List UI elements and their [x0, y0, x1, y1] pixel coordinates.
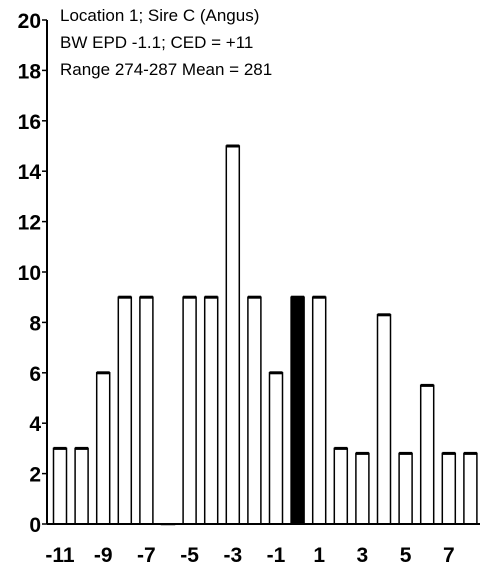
bar--1 — [268, 372, 284, 525]
y-tick-label-8: 8 — [29, 312, 41, 335]
bar--7 — [139, 296, 154, 525]
bar--2 — [247, 296, 262, 525]
y-tick-label-4: 4 — [29, 413, 41, 436]
bars-group — [52, 144, 478, 526]
annotation-line-3: Range 274-287 Mean = 281 — [60, 60, 272, 79]
y-tick-label-20: 20 — [18, 10, 41, 33]
x-tick-label--11: -11 — [45, 544, 75, 567]
bar--3 — [225, 145, 241, 525]
bar-7 — [441, 452, 457, 525]
x-tick-label--3: -3 — [223, 544, 242, 567]
bar--9 — [95, 372, 111, 525]
y-tick-label-12: 12 — [18, 212, 41, 235]
x-tick-label-7: 7 — [443, 544, 455, 567]
bar-3 — [355, 452, 370, 525]
y-tick-label-6: 6 — [29, 363, 41, 386]
x-tick-label--5: -5 — [180, 544, 199, 567]
y-tick-label-18: 18 — [18, 60, 42, 83]
bar--11 — [52, 447, 68, 525]
bar--5 — [182, 296, 197, 525]
x-tick-label-5: 5 — [400, 544, 412, 567]
y-tick-label-0: 0 — [29, 514, 41, 537]
bar-6 — [419, 384, 435, 525]
bar--10 — [74, 447, 89, 525]
annotation-line-2: BW EPD -1.1; CED = +11 — [60, 33, 253, 52]
y-tick-label-16: 16 — [18, 111, 41, 134]
bar-2 — [333, 447, 349, 525]
bar-5 — [398, 452, 413, 525]
bar--4 — [203, 296, 219, 525]
y-tick-label-14: 14 — [18, 161, 42, 184]
bar-0 — [290, 296, 305, 525]
y-ticks-group: 0 2 4 6 8 10 12 14 16 18 20 — [18, 10, 47, 537]
y-tick-label-2: 2 — [29, 464, 41, 487]
annotation-line-1: Location 1; Sire C (Angus) — [60, 6, 259, 25]
axes-group — [46, 20, 480, 525]
x-tick-label--9: -9 — [94, 544, 113, 567]
x-tick-label-1: 1 — [313, 544, 325, 567]
x-ticks-group: -11 -9 -7 -5 -3 -1 1 3 5 7 — [45, 544, 454, 567]
bar-1 — [311, 296, 327, 525]
x-tick-label--1: -1 — [267, 544, 286, 567]
bar-8 — [463, 452, 478, 525]
bar--8 — [117, 296, 133, 525]
x-tick-label-3: 3 — [357, 544, 369, 567]
x-tick-label--7: -7 — [137, 544, 156, 567]
bar-4 — [376, 314, 392, 525]
y-tick-label-10: 10 — [18, 262, 41, 285]
